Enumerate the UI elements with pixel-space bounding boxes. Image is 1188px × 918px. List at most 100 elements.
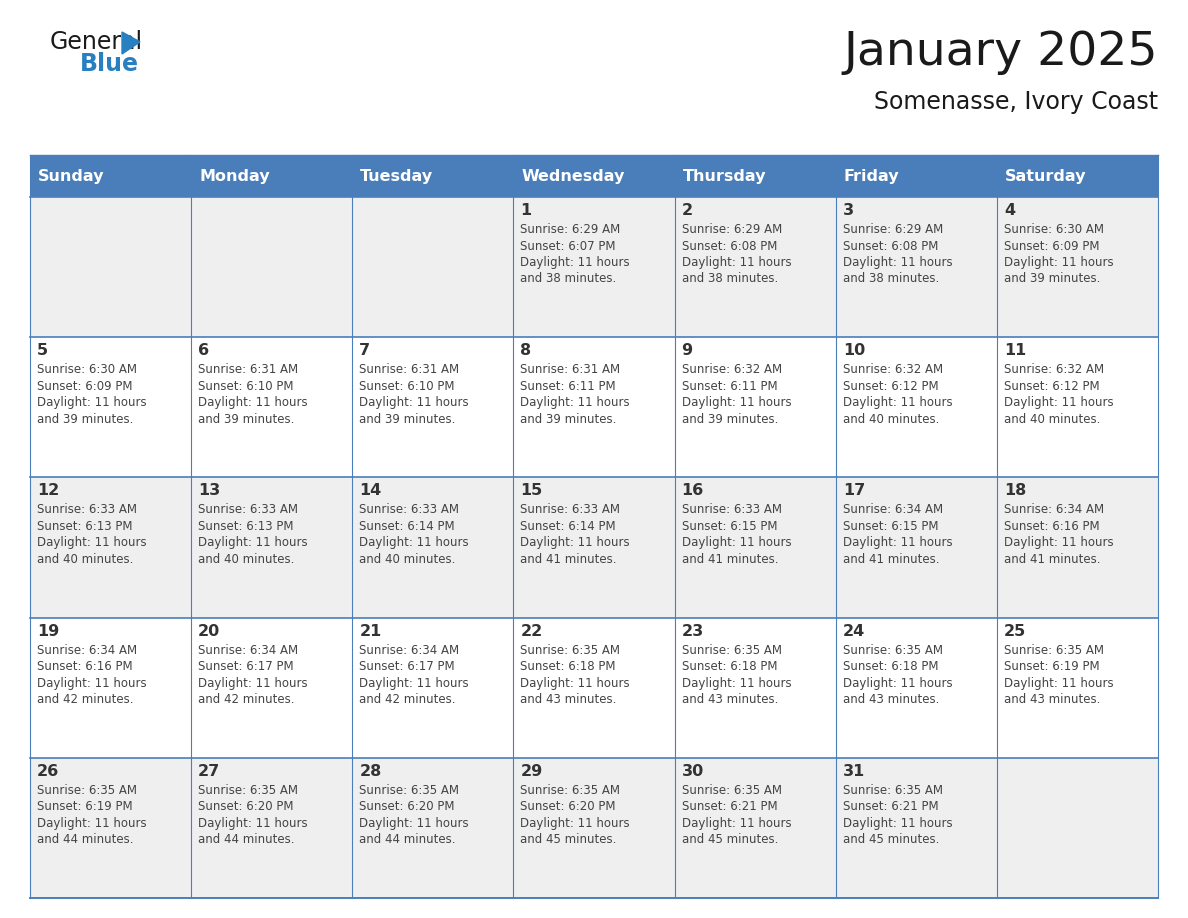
Text: and 45 minutes.: and 45 minutes. [842, 834, 939, 846]
Text: 22: 22 [520, 623, 543, 639]
Text: Sunset: 6:09 PM: Sunset: 6:09 PM [37, 380, 133, 393]
Text: Sunset: 6:12 PM: Sunset: 6:12 PM [1004, 380, 1099, 393]
Text: General: General [50, 30, 143, 54]
Text: and 45 minutes.: and 45 minutes. [682, 834, 778, 846]
Bar [513, 337, 675, 477]
Text: 7: 7 [359, 343, 371, 358]
Text: 1: 1 [520, 203, 531, 218]
Text: Sunset: 6:18 PM: Sunset: 6:18 PM [682, 660, 777, 673]
Bar [675, 337, 835, 477]
Text: Sunrise: 6:29 AM: Sunrise: 6:29 AM [682, 223, 782, 236]
Text: and 40 minutes.: and 40 minutes. [198, 553, 295, 565]
Text: and 43 minutes.: and 43 minutes. [1004, 693, 1100, 706]
Text: Sunrise: 6:30 AM: Sunrise: 6:30 AM [1004, 223, 1104, 236]
Text: Daylight: 11 hours: Daylight: 11 hours [37, 536, 146, 549]
Text: Daylight: 11 hours: Daylight: 11 hours [842, 677, 953, 689]
Text: Daylight: 11 hours: Daylight: 11 hours [520, 817, 630, 830]
Bar [997, 757, 1158, 898]
Text: Sunrise: 6:31 AM: Sunrise: 6:31 AM [359, 364, 460, 376]
Bar [997, 197, 1158, 337]
Text: 19: 19 [37, 623, 59, 639]
Polygon shape [122, 32, 140, 54]
Text: Sunrise: 6:34 AM: Sunrise: 6:34 AM [842, 503, 943, 517]
Text: and 39 minutes.: and 39 minutes. [37, 413, 133, 426]
Text: Sunset: 6:11 PM: Sunset: 6:11 PM [520, 380, 617, 393]
Text: Sunset: 6:18 PM: Sunset: 6:18 PM [842, 660, 939, 673]
Text: Sunrise: 6:30 AM: Sunrise: 6:30 AM [37, 364, 137, 376]
Text: Sunrise: 6:29 AM: Sunrise: 6:29 AM [520, 223, 620, 236]
Text: Sunset: 6:10 PM: Sunset: 6:10 PM [198, 380, 293, 393]
Text: Sunset: 6:20 PM: Sunset: 6:20 PM [359, 800, 455, 813]
Text: Daylight: 11 hours: Daylight: 11 hours [1004, 536, 1113, 549]
Bar [353, 337, 513, 477]
Bar [997, 618, 1158, 757]
Text: Sunrise: 6:32 AM: Sunrise: 6:32 AM [1004, 364, 1104, 376]
Text: Somenasse, Ivory Coast: Somenasse, Ivory Coast [874, 90, 1158, 114]
Text: and 40 minutes.: and 40 minutes. [1004, 413, 1100, 426]
Text: and 38 minutes.: and 38 minutes. [520, 273, 617, 285]
Text: Daylight: 11 hours: Daylight: 11 hours [1004, 397, 1113, 409]
Bar [191, 197, 353, 337]
Bar [30, 337, 191, 477]
Text: Sunrise: 6:31 AM: Sunrise: 6:31 AM [198, 364, 298, 376]
Text: Daylight: 11 hours: Daylight: 11 hours [842, 397, 953, 409]
Text: Daylight: 11 hours: Daylight: 11 hours [682, 397, 791, 409]
Bar [191, 618, 353, 757]
Bar [513, 197, 675, 337]
Text: Sunrise: 6:35 AM: Sunrise: 6:35 AM [198, 784, 298, 797]
Bar [191, 155, 353, 197]
Text: Blue: Blue [80, 52, 139, 76]
Text: Sunset: 6:17 PM: Sunset: 6:17 PM [198, 660, 293, 673]
Bar [191, 477, 353, 618]
Text: Sunrise: 6:35 AM: Sunrise: 6:35 AM [682, 784, 782, 797]
Text: 26: 26 [37, 764, 59, 778]
Text: 31: 31 [842, 764, 865, 778]
Text: Daylight: 11 hours: Daylight: 11 hours [37, 677, 146, 689]
Text: Daylight: 11 hours: Daylight: 11 hours [359, 397, 469, 409]
Text: 12: 12 [37, 484, 59, 498]
Text: Daylight: 11 hours: Daylight: 11 hours [520, 256, 630, 269]
Text: Sunrise: 6:35 AM: Sunrise: 6:35 AM [359, 784, 460, 797]
Text: Friday: Friday [843, 169, 899, 184]
Text: 23: 23 [682, 623, 703, 639]
Text: 21: 21 [359, 623, 381, 639]
Text: 11: 11 [1004, 343, 1026, 358]
Text: Daylight: 11 hours: Daylight: 11 hours [682, 677, 791, 689]
Text: 27: 27 [198, 764, 221, 778]
Bar [997, 337, 1158, 477]
Text: 24: 24 [842, 623, 865, 639]
Text: Tuesday: Tuesday [360, 169, 434, 184]
Text: 15: 15 [520, 484, 543, 498]
Bar [513, 155, 675, 197]
Text: 16: 16 [682, 484, 703, 498]
Text: Sunrise: 6:35 AM: Sunrise: 6:35 AM [520, 644, 620, 656]
Text: Sunset: 6:08 PM: Sunset: 6:08 PM [842, 240, 939, 252]
Text: and 43 minutes.: and 43 minutes. [682, 693, 778, 706]
Bar [353, 155, 513, 197]
Text: 6: 6 [198, 343, 209, 358]
Text: Sunset: 6:12 PM: Sunset: 6:12 PM [842, 380, 939, 393]
Text: and 40 minutes.: and 40 minutes. [359, 553, 456, 565]
Text: 2: 2 [682, 203, 693, 218]
Text: and 41 minutes.: and 41 minutes. [520, 553, 617, 565]
Text: Daylight: 11 hours: Daylight: 11 hours [198, 817, 308, 830]
Text: Sunrise: 6:33 AM: Sunrise: 6:33 AM [359, 503, 460, 517]
Text: Daylight: 11 hours: Daylight: 11 hours [359, 536, 469, 549]
Text: 13: 13 [198, 484, 221, 498]
Text: Sunrise: 6:34 AM: Sunrise: 6:34 AM [359, 644, 460, 656]
Bar [191, 757, 353, 898]
Text: Daylight: 11 hours: Daylight: 11 hours [198, 677, 308, 689]
Text: Daylight: 11 hours: Daylight: 11 hours [37, 817, 146, 830]
Text: Sunset: 6:08 PM: Sunset: 6:08 PM [682, 240, 777, 252]
Text: Sunset: 6:14 PM: Sunset: 6:14 PM [359, 520, 455, 533]
Bar [997, 477, 1158, 618]
Text: 28: 28 [359, 764, 381, 778]
Bar [30, 618, 191, 757]
Text: and 40 minutes.: and 40 minutes. [842, 413, 939, 426]
Text: Daylight: 11 hours: Daylight: 11 hours [198, 397, 308, 409]
Text: Daylight: 11 hours: Daylight: 11 hours [1004, 677, 1113, 689]
Text: Sunset: 6:19 PM: Sunset: 6:19 PM [37, 800, 133, 813]
Text: 30: 30 [682, 764, 703, 778]
Text: Saturday: Saturday [1005, 169, 1086, 184]
Text: Sunrise: 6:34 AM: Sunrise: 6:34 AM [1004, 503, 1104, 517]
